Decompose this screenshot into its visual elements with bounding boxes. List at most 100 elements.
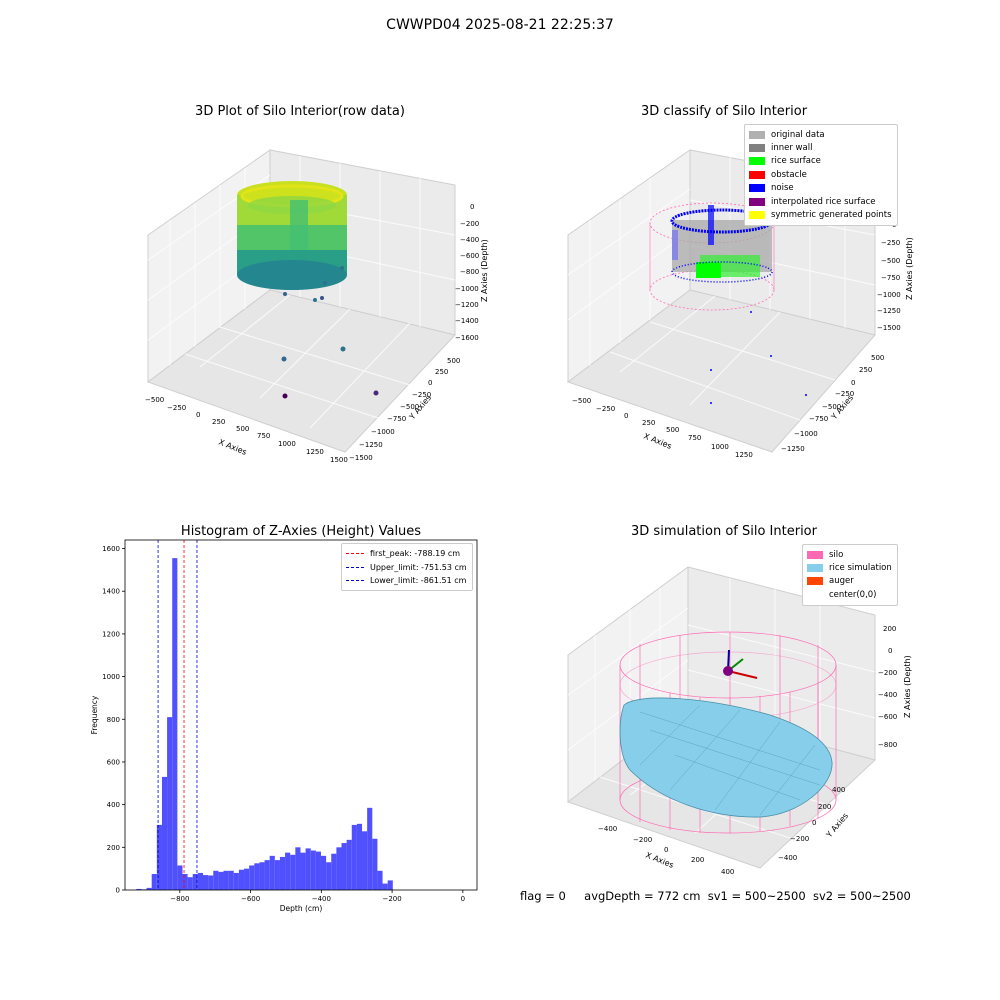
p4-x-ticks: −400 −200 0 200 400 (598, 825, 734, 876)
tick-label: −750 (387, 415, 406, 423)
tick-label: −400 (460, 236, 479, 244)
tick-label: −1600 (455, 334, 479, 342)
tick-label: −400 (598, 825, 617, 833)
histogram-bar (208, 875, 214, 890)
tick-label: 0 (888, 647, 892, 655)
histogram-bar (136, 888, 142, 890)
tick-label: −1500 (349, 454, 373, 462)
tick-label: 1600 (102, 545, 120, 553)
histogram-bar (310, 850, 316, 890)
histogram-bar (177, 865, 183, 890)
p4-z-ticks: 200 0 −200 −400 −600 −800 (878, 625, 897, 749)
histogram-legend: first_peak: -788.19 cm Upper_limit: -751… (341, 543, 473, 592)
histogram-bar (305, 848, 311, 890)
tick-label: −600 (878, 713, 897, 721)
panel2-3d-plot: −500 −250 0 250 500 750 1000 1250 X Axie… (566, 149, 914, 459)
p4-z-label: Z Axies (Depth) (903, 655, 912, 718)
tick-label: −200 (790, 835, 809, 843)
panel4-title: 3D simulation of Silo Interior (631, 524, 817, 539)
histogram-bar (244, 868, 250, 890)
histogram-bar (192, 873, 198, 890)
histogram-bar (274, 860, 280, 890)
legend-line (346, 553, 364, 555)
tick-label: 1500 (330, 456, 348, 464)
histogram-plot: −800 −600 −400 −200 0 0 200 400 600 800 1000 1200 1… (90, 539, 478, 913)
panel4-3d-plot: −400 −200 0 200 400 X Axies 400 200 0 −2… (566, 566, 912, 876)
legend-swatch (749, 211, 765, 220)
histogram-bar (249, 865, 255, 890)
histogram-bar (203, 875, 209, 890)
tick-label: 250 (642, 419, 655, 427)
center-marker-icon (723, 666, 733, 676)
legend-swatch (807, 590, 823, 599)
histogram-bar (218, 871, 224, 890)
tick-label: 0 (624, 412, 628, 420)
tick-label: 0 (116, 887, 120, 895)
p4-y-label: Y Axies (824, 811, 850, 840)
tick-label: 400 (832, 786, 845, 794)
p2-x-label: X Axies (642, 432, 673, 451)
histogram-bar (187, 877, 193, 890)
tick-label: −1250 (877, 307, 901, 315)
tick-label: 0 (664, 846, 668, 854)
legend-item-symmetric: symmetric generated points (749, 208, 892, 221)
histogram-bar (146, 887, 152, 890)
tick-label: 1000 (102, 673, 120, 681)
p2-classified-cylinder (649, 202, 807, 404)
histogram-bar (182, 873, 188, 890)
tick-label: 200 (691, 856, 704, 864)
tick-label: 500 (666, 426, 679, 434)
legend-swatch (749, 144, 765, 153)
p2-x-ticks: −500 −250 0 250 500 750 1000 1250 (572, 397, 753, 459)
tick-label: 0 (196, 411, 200, 419)
tick-label: −250 (412, 391, 431, 399)
histogram-y-ticks: 0 200 400 600 800 1000 1200 1400 1600 (102, 545, 125, 895)
p1-outlier-point (340, 346, 346, 352)
p1-raw-cylinder (237, 181, 347, 302)
p2-y-ticks: 500 250 0 −250 −500 −750 −1000 −1250 (781, 354, 884, 453)
tick-label: −250 (835, 390, 854, 398)
p4-legend: silo rice simulation auger center(0,0) (802, 544, 898, 606)
tick-label: 800 (107, 716, 120, 724)
p2-z-label: Z Axies (Depth) (905, 237, 914, 300)
legend-swatch (749, 157, 765, 166)
histogram-bar (233, 872, 239, 890)
tick-label: −1400 (455, 317, 479, 325)
histogram-bar (382, 883, 388, 890)
figure-title: CWWPD04 2025-08-21 22:25:37 (386, 17, 614, 33)
legend-swatch (749, 184, 765, 193)
histogram-bar (167, 717, 173, 890)
tick-label: −400 (878, 691, 897, 699)
p1-z-ticks: 0 −200 −400 −600 −800 −1000 −1200 −1400 … (455, 203, 479, 342)
p2-z-ticks: 0 −250 −500 −750 −1000 −1250 −1500 (877, 221, 901, 332)
histogram-bar (346, 839, 352, 890)
tick-label: −500 (400, 403, 419, 411)
tick-label: −800 (878, 741, 897, 749)
histogram-frame (124, 539, 478, 891)
p4-x-label: X Axies (644, 851, 675, 870)
histogram-bar (336, 847, 342, 890)
histogram-bar (156, 824, 162, 890)
tick-label: −1250 (781, 445, 805, 453)
legend-item-center: center(0,0) (807, 588, 892, 601)
p4-rice-surface (619, 697, 833, 818)
sv1-text: sv1 = 500~2500 (707, 889, 806, 903)
histogram-bar (377, 870, 383, 890)
tick-label: 750 (688, 434, 701, 442)
legend-swatch (807, 577, 823, 586)
tick-label: 200 (883, 625, 896, 633)
histogram-x-label: Depth (cm) (280, 904, 323, 913)
tick-label: −400 (312, 895, 331, 903)
tick-label: −200 (878, 669, 897, 677)
legend-item-first-peak: first_peak: -788.19 cm (346, 547, 467, 560)
histogram-bar (238, 869, 245, 890)
histogram-bar (223, 870, 229, 890)
tick-label: 750 (257, 432, 270, 440)
tick-label: 1200 (102, 630, 120, 638)
histogram-bar (161, 776, 168, 890)
histogram-bar (254, 863, 260, 890)
flag-text: flag = 0 (520, 889, 566, 903)
tick-label: −200 (460, 220, 479, 228)
histogram-bar (387, 880, 393, 890)
p1-y-ticks: 500 250 0 −250 −500 −750 −1000 −1250 −15… (349, 357, 460, 462)
